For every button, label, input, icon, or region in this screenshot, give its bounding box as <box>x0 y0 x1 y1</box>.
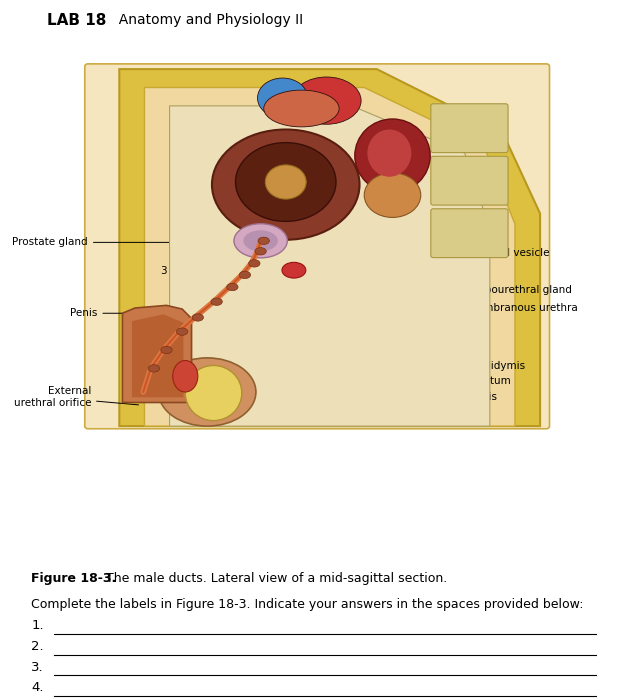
Text: Prostate gland: Prostate gland <box>13 237 183 247</box>
Polygon shape <box>170 106 490 426</box>
Text: LAB 18: LAB 18 <box>47 13 107 28</box>
Ellipse shape <box>367 130 411 176</box>
Ellipse shape <box>239 271 251 279</box>
Ellipse shape <box>148 365 160 372</box>
Text: External
urethral orifice: External urethral orifice <box>14 386 139 408</box>
Text: 2: 2 <box>172 219 220 229</box>
Ellipse shape <box>364 173 421 218</box>
Ellipse shape <box>236 143 336 221</box>
Polygon shape <box>119 69 540 426</box>
Ellipse shape <box>173 360 198 392</box>
Ellipse shape <box>265 165 306 199</box>
Text: 1.: 1. <box>31 620 44 632</box>
Text: Membranous urethra: Membranous urethra <box>266 298 578 313</box>
FancyBboxPatch shape <box>431 104 508 153</box>
Ellipse shape <box>355 119 430 192</box>
Text: 3.: 3. <box>31 661 44 673</box>
Polygon shape <box>144 88 515 426</box>
Ellipse shape <box>212 130 359 239</box>
Ellipse shape <box>185 365 242 421</box>
Ellipse shape <box>192 314 203 321</box>
Text: Figure 18-3.: Figure 18-3. <box>31 573 117 585</box>
Ellipse shape <box>255 248 266 255</box>
Ellipse shape <box>257 78 308 118</box>
Ellipse shape <box>249 260 260 267</box>
Text: ©Hayden-McNeil, LLC: ©Hayden-McNeil, LLC <box>279 418 355 424</box>
Ellipse shape <box>234 224 288 258</box>
Ellipse shape <box>158 358 256 426</box>
Text: Anatomy and Physiology II: Anatomy and Physiology II <box>110 13 303 27</box>
FancyBboxPatch shape <box>85 64 550 428</box>
Ellipse shape <box>211 298 222 305</box>
Text: 4: 4 <box>373 243 475 276</box>
Ellipse shape <box>227 284 238 290</box>
Ellipse shape <box>282 262 306 278</box>
FancyBboxPatch shape <box>431 209 508 258</box>
Ellipse shape <box>176 328 188 335</box>
Text: 3: 3 <box>160 266 224 276</box>
Polygon shape <box>132 314 183 398</box>
FancyBboxPatch shape <box>431 156 508 205</box>
Text: 1: 1 <box>247 316 475 331</box>
Ellipse shape <box>292 77 361 125</box>
Ellipse shape <box>258 237 269 244</box>
Ellipse shape <box>161 346 172 354</box>
Text: Bulbourethral gland: Bulbourethral gland <box>310 274 571 295</box>
Polygon shape <box>122 305 192 402</box>
Text: The male ducts. Lateral view of a mid-sagittal section.: The male ducts. Lateral view of a mid-sa… <box>98 573 447 585</box>
Text: Penis: Penis <box>70 308 151 318</box>
Text: Epididymis: Epididymis <box>197 360 525 371</box>
Text: Complete the labels in Figure 18-3. Indicate your answers in the spaces provided: Complete the labels in Figure 18-3. Indi… <box>31 598 584 610</box>
Text: 4.: 4. <box>31 681 44 694</box>
Text: Seminal vesicle: Seminal vesicle <box>389 181 550 258</box>
Ellipse shape <box>244 230 278 251</box>
Text: 2.: 2. <box>31 640 44 653</box>
Text: Scrotum: Scrotum <box>210 377 512 386</box>
Text: Testis: Testis <box>225 392 497 402</box>
Ellipse shape <box>264 90 339 127</box>
